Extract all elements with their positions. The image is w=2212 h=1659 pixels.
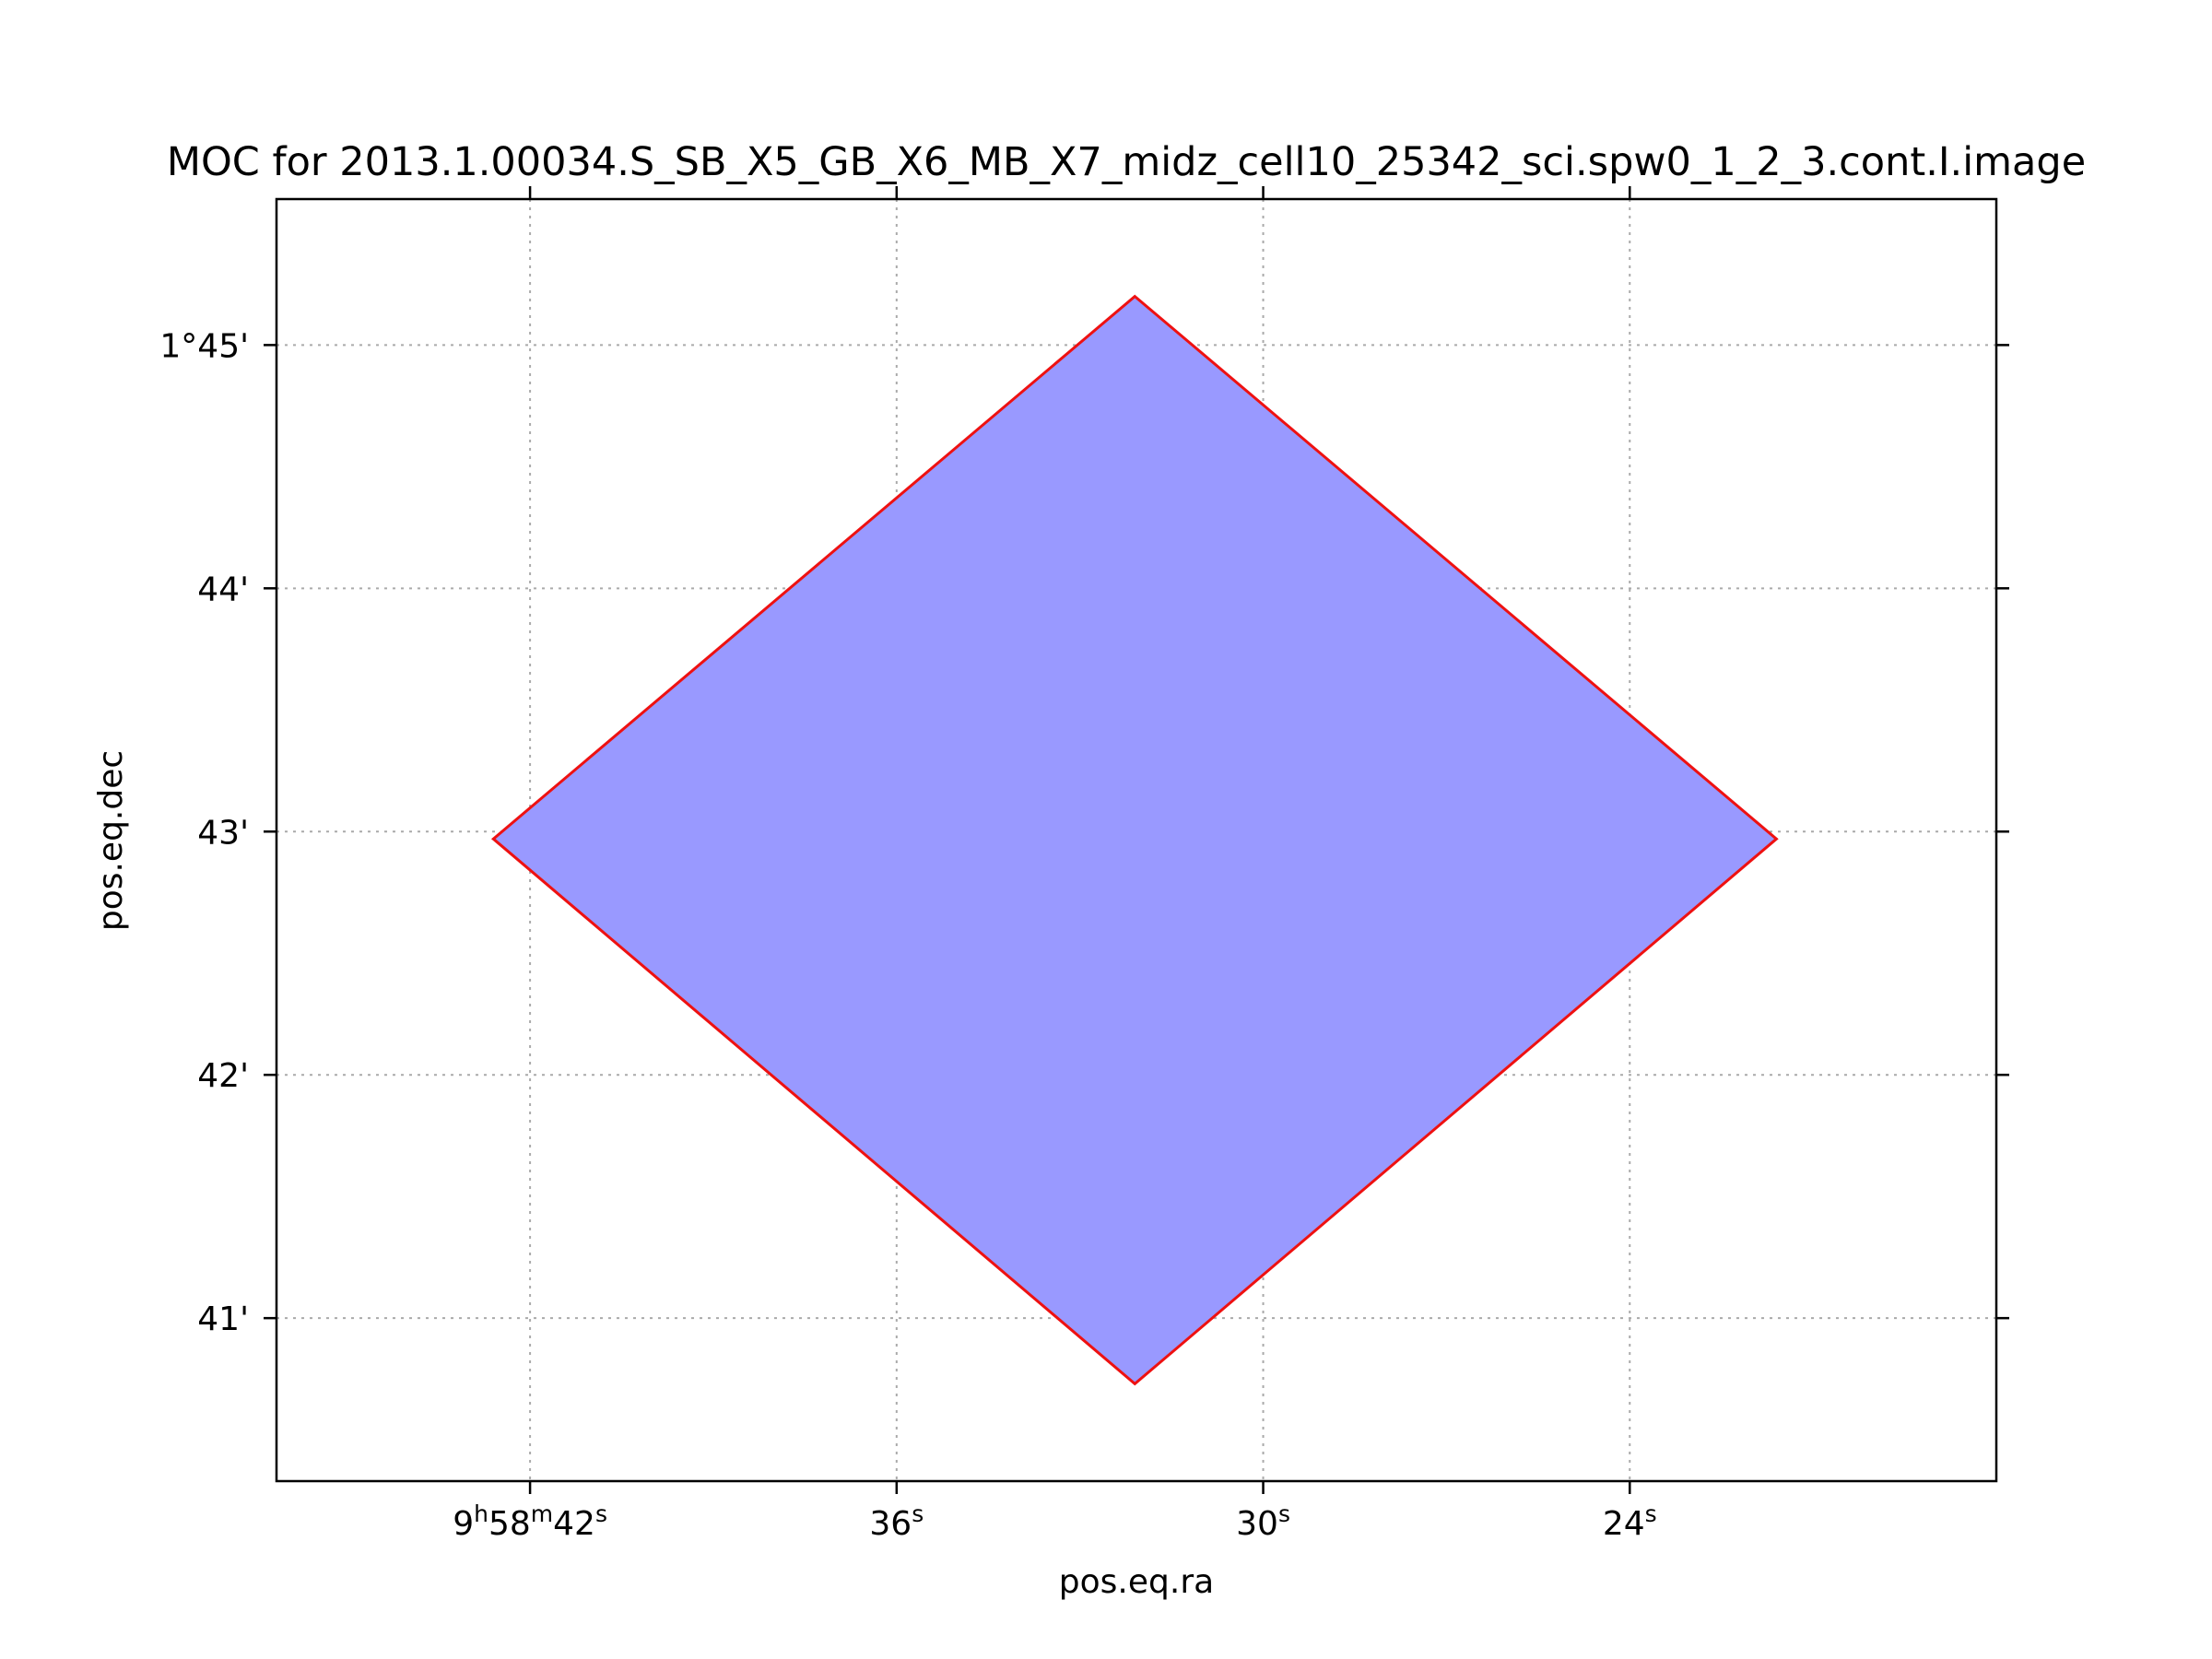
y-tick-label: 1°45' (159, 327, 249, 365)
y-tick-labels: 1°45' 44' 43' 42' 41' (159, 327, 249, 1338)
x-axis-label: pos.eq.ra (1059, 1563, 1214, 1601)
moc-region (490, 294, 1779, 1386)
x-tick-label: 36s (869, 1500, 924, 1543)
y-tick-label: 42' (197, 1057, 249, 1095)
x-tick-label: 30s (1236, 1500, 1290, 1543)
x-tick-label: 24s (1603, 1500, 1657, 1543)
y-axis-label: pos.eq.dec (92, 750, 130, 931)
y-tick-label: 43' (197, 814, 249, 852)
chart-title: MOC for 2013.1.00034.S_SB_X5_GB_X6_MB_X7… (167, 139, 2086, 185)
x-tick-label: 9h58m42s (453, 1500, 607, 1543)
x-tick-labels: 9h58m42s 36s 30s 24s (453, 1500, 1656, 1543)
y-tick-label: 44' (197, 571, 249, 608)
plot-frame (275, 197, 1998, 1483)
tick-marks (264, 186, 2009, 1494)
y-tick-label: 41' (197, 1300, 249, 1338)
